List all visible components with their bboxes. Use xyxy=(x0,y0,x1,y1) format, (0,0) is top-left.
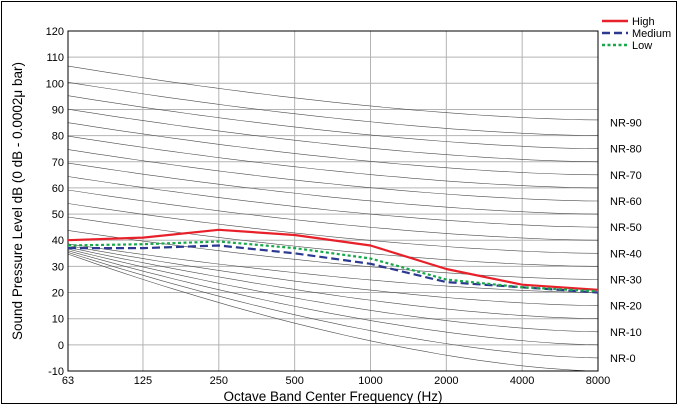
y-tick-label: 10 xyxy=(52,314,64,326)
nr-labels: NR-90 NR-80 NR-70 NR-60 NR-50 NR-40 NR-30 NR-20… xyxy=(610,118,642,365)
nr-curve xyxy=(68,122,598,176)
y-tick-label: 120 xyxy=(46,26,64,38)
nr-curve xyxy=(68,216,598,267)
nr-curve xyxy=(68,253,598,371)
y-tick-label: -10 xyxy=(48,366,64,378)
y-tick-label: 40 xyxy=(52,235,64,247)
nr-curve xyxy=(68,252,598,359)
x-tick-label: 500 xyxy=(285,375,303,387)
y-tick-label: 60 xyxy=(52,183,64,195)
plot-border xyxy=(67,30,599,372)
nr-curve xyxy=(68,176,598,228)
nr-curve xyxy=(68,203,598,254)
nr-curve xyxy=(68,135,598,189)
nr-curves xyxy=(68,65,598,371)
x-tick-label: 250 xyxy=(210,375,228,387)
y-tick-label: 70 xyxy=(52,157,64,169)
nr-curve xyxy=(68,95,598,149)
nr-label: NR-20 xyxy=(610,301,642,313)
x-tick-label: 4000 xyxy=(510,375,534,387)
nr-curve xyxy=(68,149,598,202)
nr-label: NR-40 xyxy=(610,248,642,260)
nr-curve xyxy=(68,247,598,319)
x-tick-label: 63 xyxy=(62,375,74,387)
nr-label: NR-80 xyxy=(610,144,642,156)
nr-label: NR-70 xyxy=(610,170,642,182)
y-tick-label: 30 xyxy=(52,261,64,273)
y-tick-label: 0 xyxy=(58,340,64,352)
x-axis-title: Octave Band Center Frequency (Hz) xyxy=(223,389,442,404)
x-tick-label: 125 xyxy=(134,375,152,387)
y-tick-label: 110 xyxy=(46,52,64,64)
y-tick-label: 90 xyxy=(52,104,64,116)
x-tick-label: 2000 xyxy=(434,375,458,387)
nr-label: NR-0 xyxy=(610,353,636,365)
legend-label-low: Low xyxy=(632,40,652,52)
nr-curve xyxy=(68,108,598,163)
nr-label: NR-90 xyxy=(610,118,642,130)
nr-label: NR-10 xyxy=(610,327,642,339)
nr-label: NR-60 xyxy=(610,196,642,208)
y-tick-labels: -10 0 10 20 30 40 50 60 70 80 90 100 110 120 xyxy=(46,26,64,378)
x-tick-label: 1000 xyxy=(358,375,382,387)
nr-curve xyxy=(68,82,598,136)
plot-area xyxy=(68,31,598,371)
nr-label: NR-50 xyxy=(610,222,642,234)
nr-curve xyxy=(68,243,598,293)
nr-curve xyxy=(68,65,598,121)
x-tick-label: 8000 xyxy=(586,375,610,387)
nr-curve xyxy=(68,248,598,333)
y-tick-label: 20 xyxy=(52,288,64,300)
series-line-high xyxy=(67,228,599,291)
y-tick-label: 80 xyxy=(52,131,64,143)
series-lines xyxy=(67,228,599,294)
legend-label-medium: Medium xyxy=(632,28,671,40)
nr-curve xyxy=(68,189,598,241)
legend-label-high: High xyxy=(632,16,655,28)
y-tick-label: 100 xyxy=(46,78,64,90)
y-axis-title: Sound Pressure Level dB (0 dB - 0.0002μ … xyxy=(10,62,25,340)
nr-curve xyxy=(68,162,598,215)
series-line-low xyxy=(67,240,599,293)
nr-label: NR-30 xyxy=(610,274,642,286)
nr-curve xyxy=(68,245,598,306)
x-tick-labels: 63 125 250 500 1000 2000 4000 8000 xyxy=(62,375,610,387)
y-tick-label: 50 xyxy=(52,209,64,221)
nr-curve xyxy=(68,250,598,346)
